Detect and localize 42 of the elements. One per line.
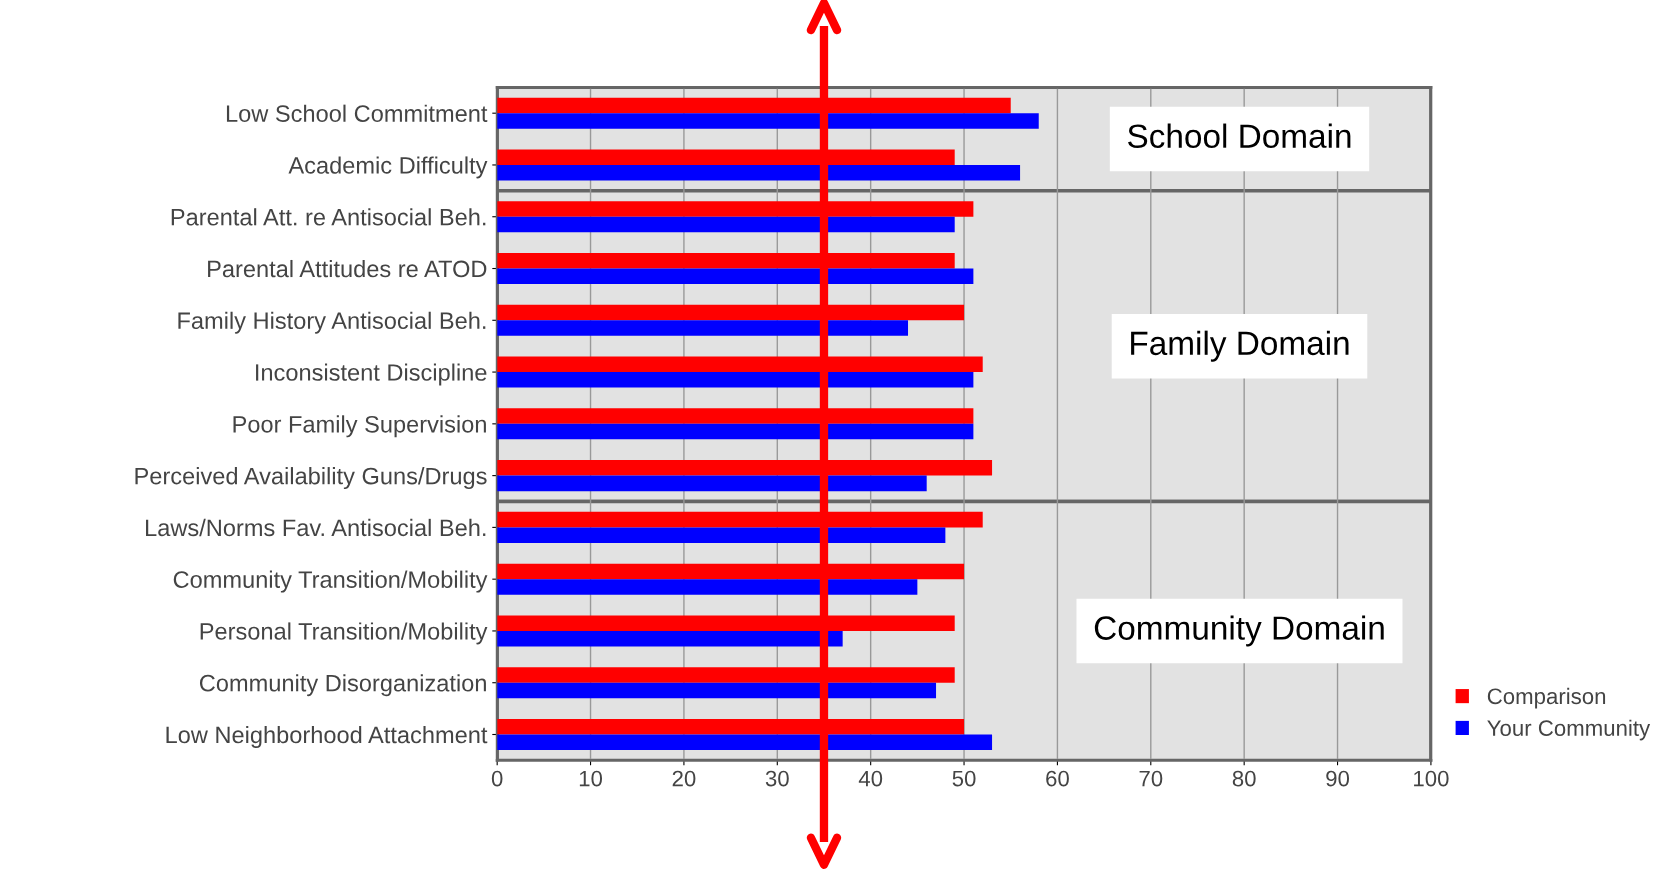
y-tick-label: Perceived Availability Guns/Drugs <box>135 467 487 490</box>
band-label: School Domain <box>1128 123 1351 149</box>
x-tick-label: 100 <box>1414 770 1449 787</box>
y-tick-label: Parental Att. re Antisocial Beh. <box>171 208 486 226</box>
band-label: Family Domain <box>1131 330 1349 362</box>
y-tick-label: Inconsistent Discipline <box>256 363 487 386</box>
x-tick-label: 10 <box>579 770 603 787</box>
bar <box>497 579 918 595</box>
bar <box>497 216 955 233</box>
y-tick-label: Low School Commitment <box>226 104 488 122</box>
x-tick-label: 50 <box>952 770 976 787</box>
x-tick-label: 70 <box>1139 770 1163 787</box>
bar <box>497 164 1021 181</box>
x-tick-label: 80 <box>1232 770 1256 787</box>
x-tick-label: 0 <box>491 770 503 787</box>
x-tick-label: 30 <box>765 770 789 787</box>
y-tick-label: Community Disorganization <box>199 674 486 697</box>
legend-label: Comparison <box>1487 687 1606 709</box>
x-tick-label: 60 <box>1046 770 1069 787</box>
bar <box>497 475 927 492</box>
bar <box>497 734 993 751</box>
y-tick-label: Community Transition/Mobility <box>173 570 488 593</box>
band-label: Community Domain <box>1094 615 1384 647</box>
y-tick-label: Parental Attitudes re ATOD <box>208 259 487 278</box>
x-tick-label: 40 <box>858 770 883 787</box>
y-tick-label: Personal Transition/Mobility <box>200 622 488 645</box>
bar <box>497 268 974 285</box>
bar <box>497 113 1039 129</box>
x-tick-label: 90 <box>1326 770 1350 787</box>
y-tick-label: Poor Family Supervision <box>233 415 486 438</box>
legend-label: Your Community <box>1487 719 1651 741</box>
bar <box>497 372 974 388</box>
bar <box>497 682 937 699</box>
y-tick-label: Low Neighborhood Attachment <box>166 725 488 748</box>
y-tick-label: Academic Difficulty <box>288 156 488 179</box>
y-tick-label: Laws/Norms Fav. Antisocial Beh. <box>146 518 486 537</box>
bar <box>497 320 909 336</box>
bar <box>497 423 974 440</box>
bar <box>497 527 946 543</box>
x-tick-label: 20 <box>672 770 696 787</box>
y-tick-label: Family History Antisocial Beh. <box>178 311 486 334</box>
bar <box>497 630 843 647</box>
